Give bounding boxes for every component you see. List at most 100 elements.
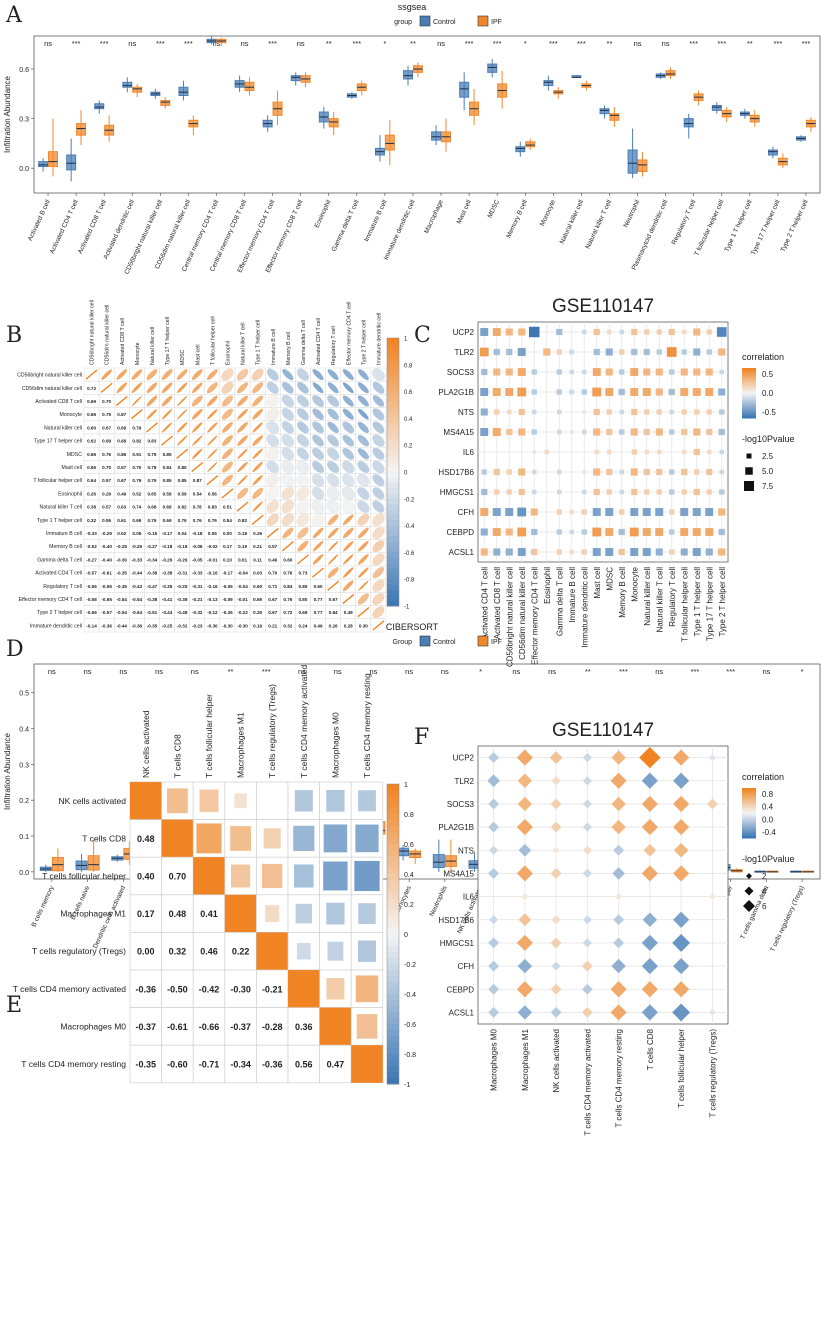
coef-value: 0.19 [253,623,262,628]
plot-frame [33,35,821,194]
corr-square [618,548,625,556]
legend-color-tick: -0.5 [762,408,776,417]
colorbar-step [387,525,399,532]
corr-square [630,468,638,476]
legend-gradient-step [742,408,756,411]
corr-diamond [516,934,533,951]
corr-ellipse [161,395,173,407]
colorbar-label: 0.6 [404,842,414,849]
corr-diamond [673,865,690,882]
corr-ellipse [357,382,369,394]
corr-square [631,449,637,455]
corr-square [582,329,587,335]
col-label: Macrophages M1 [521,1028,530,1090]
legend-swatch-control [419,635,431,647]
corr-ellipse [282,527,294,539]
corr-square [618,388,625,396]
colorbar-step [387,359,399,366]
coef-value: -0.47 [147,584,158,589]
corr-ellipse [327,567,339,579]
row-label: TLR2 [454,777,474,786]
corr-ellipse [327,447,340,460]
plot-frame [477,745,729,1025]
colorbar-step [387,1072,399,1079]
corr-square [718,508,726,516]
col-label: CD56bright natural killer cell [90,300,96,365]
corr-ellipse [176,369,188,380]
corr-square [582,470,587,474]
significance-label: ns [655,667,663,676]
corr-ellipse [161,409,173,420]
coef-value: -0.30 [207,623,218,628]
box-control [767,149,778,156]
colorbar-step [387,413,399,419]
corr-diamond [582,776,592,786]
coef-value: -0.34 [230,1060,251,1070]
corr-diamond [487,774,500,788]
corr-diamond [612,867,625,880]
corr-square [581,529,587,535]
corr-ellipse [372,566,385,579]
row-label: T cells regulatory (Tregs) [32,946,126,956]
coef-value: -0.32 [192,610,203,615]
corr-ellipse [312,421,324,434]
significance-label: ns [155,667,163,676]
coef-value: 0.32 [283,623,292,628]
corr-diamond [708,1008,717,1017]
significance-label: *** [262,667,271,676]
row-label: T cells CD4 memory resting [21,1059,126,1069]
corr-square [506,469,512,475]
colorbar-step [387,338,399,344]
corr-ellipse [191,395,203,407]
corr-square [669,369,675,375]
legend-gradient-step [742,404,756,407]
matrix-cell [256,1007,289,1046]
corr-square [644,329,650,335]
corr-ellipse [281,434,295,447]
corr-square [518,428,526,436]
corr-ellipse [176,395,188,407]
corr-square [606,468,613,476]
legend-gradient-step [742,803,756,806]
y-tick-label: 0.0 [19,166,29,173]
box-ipf [328,118,339,128]
corr-ellipse [266,500,280,513]
row-label: UCP2 [453,754,475,763]
panel-label-e: E [6,993,22,1018]
colorbar-step [387,958,399,965]
corr-square [692,548,701,556]
corr-ellipse [131,395,143,407]
legend-gradient-step [742,789,756,792]
corr-square [569,430,574,434]
y-tick-label: 0.5 [19,691,29,698]
chart-title: GSE110147 [552,720,654,741]
colorbar-label: 0.8 [404,363,413,369]
diagonal-cell [288,970,320,1008]
diagonal-mark [357,607,370,618]
corr-ellipse [192,422,203,433]
coef-value: 0.70 [102,399,111,404]
corr-diamond [488,983,500,995]
corr-diamond [611,796,626,812]
coef-value: -0.36 [262,1060,283,1070]
coef-value: 0.26 [87,491,96,496]
coef-value: 0.24 [298,623,307,628]
colorbar-step [387,348,399,355]
legend-color-title: correlation [742,772,784,782]
corr-ellipse [296,434,310,447]
col-label: Macrophages M1 [236,712,246,778]
corr-square [480,408,488,416]
coef-value: 0.85 [163,478,172,483]
corr-diamond [610,772,627,789]
corr-ellipse [266,460,280,474]
corr-ellipse [252,422,263,433]
corr-ellipse [342,369,354,381]
significance-label: *** [691,667,700,676]
corr-square [719,369,724,375]
diagonal-mark [100,382,113,393]
corr-ellipse [343,554,354,565]
corr-ellipse [237,382,249,394]
corr-ellipse [221,435,233,447]
corr-square [619,509,625,515]
colorbar-step [387,844,399,851]
